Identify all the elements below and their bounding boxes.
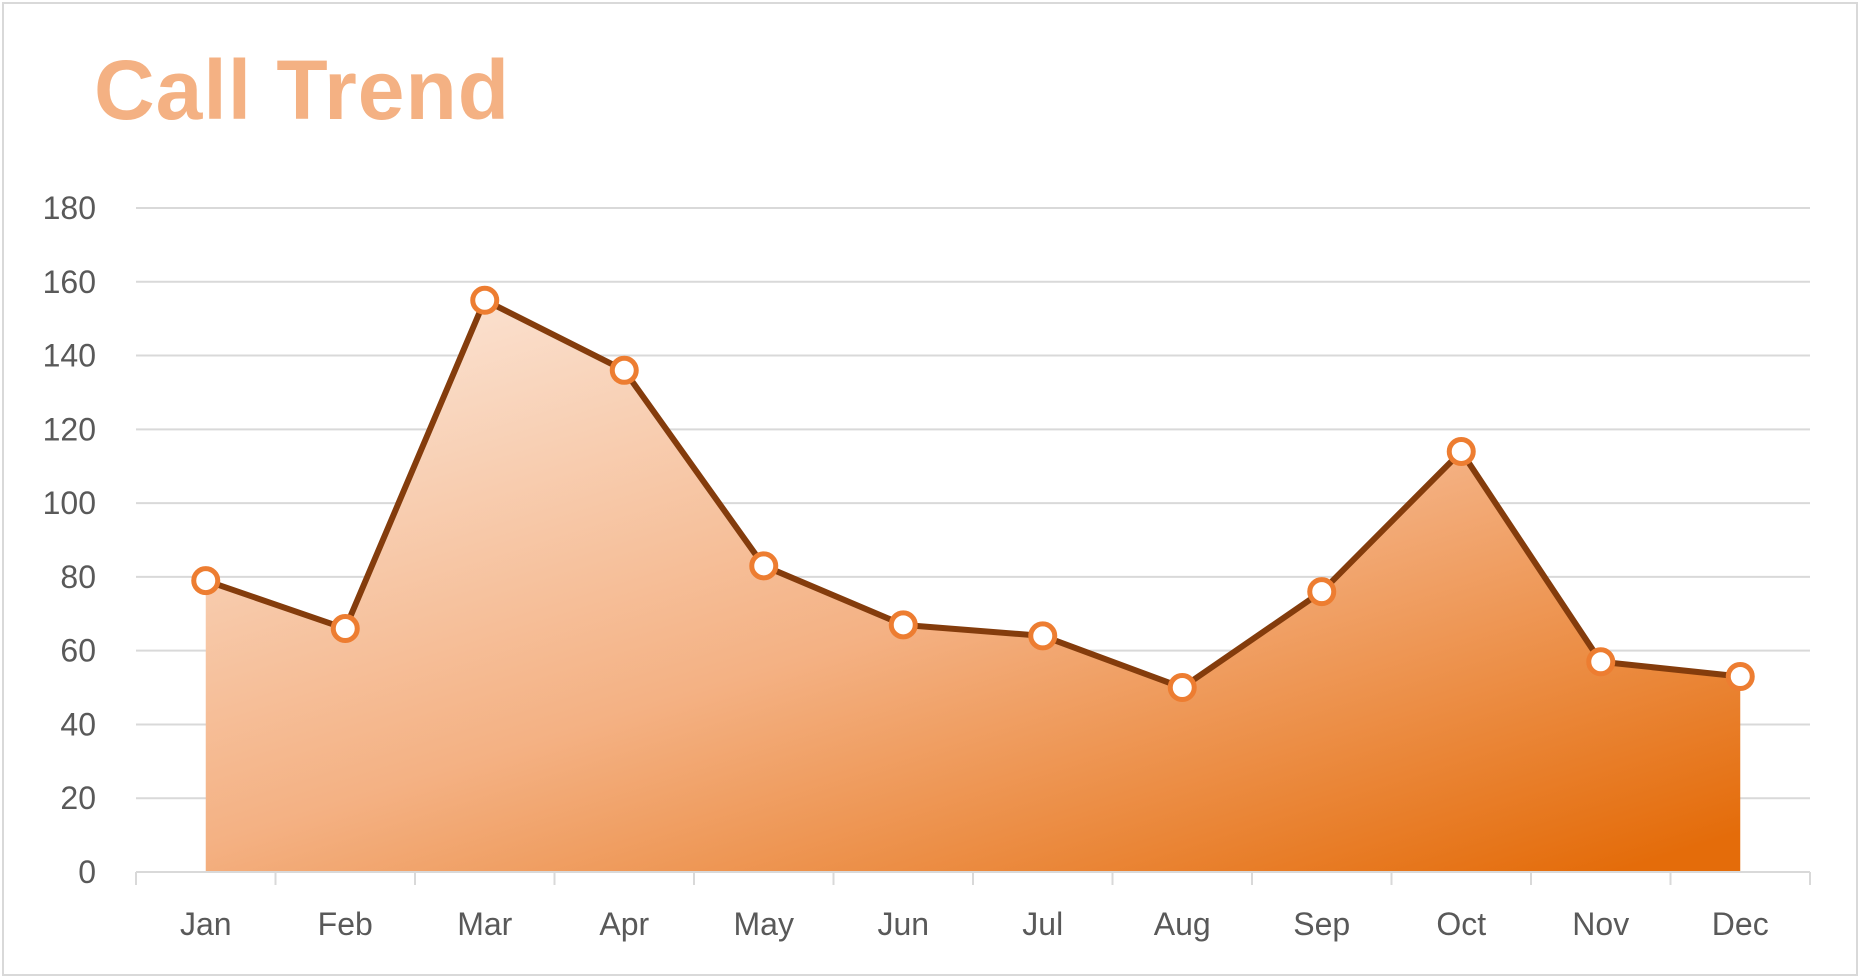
data-point-may (749, 551, 779, 581)
y-tick-label: 180 (43, 190, 96, 226)
x-tick-label: Jun (877, 906, 929, 942)
series-area (205, 300, 1741, 872)
y-tick-label: 120 (43, 411, 96, 447)
series-line-group (202, 297, 1744, 691)
x-axis-labels: Jan Feb Mar Apr May Jun Jul Aug Sep Oct Nov Dec (180, 906, 1769, 942)
y-tick-label: 140 (43, 338, 96, 374)
data-point-apr (609, 355, 639, 385)
y-axis-labels: 0 20 40 60 80 100 120 140 160 180 (43, 190, 96, 890)
x-tick-label: Oct (1436, 906, 1486, 942)
data-point-jul (1028, 621, 1058, 651)
y-tick-label: 80 (60, 559, 96, 595)
x-tick-label: Jul (1022, 906, 1063, 942)
x-tick-label: Aug (1154, 906, 1211, 942)
data-point-oct (1446, 436, 1476, 466)
series-line (202, 297, 1744, 691)
y-tick-label: 60 (60, 633, 96, 669)
y-tick-label: 40 (60, 706, 96, 742)
data-point-nov (1586, 647, 1616, 677)
x-tick-label: Sep (1293, 906, 1350, 942)
x-tick-label: Apr (599, 906, 649, 942)
chart-title: Call Trend (94, 43, 511, 137)
x-tick-label: Dec (1712, 906, 1769, 942)
data-point-sep (1307, 577, 1337, 607)
y-tick-label: 100 (43, 485, 96, 521)
series-markers (191, 285, 1755, 703)
data-point-jun (888, 610, 918, 640)
x-tick-label: May (734, 906, 794, 942)
x-tick-label: Feb (318, 906, 373, 942)
data-point-aug (1167, 673, 1197, 703)
data-point-dec (1725, 661, 1755, 691)
x-tick-label: Mar (457, 906, 512, 942)
x-tick-label: Nov (1572, 906, 1629, 942)
y-tick-label: 160 (43, 264, 96, 300)
y-tick-label: 20 (60, 780, 96, 816)
series-area-fill (205, 300, 1741, 872)
x-tick-label: Jan (180, 906, 232, 942)
x-axis (135, 871, 1811, 885)
data-point-jan (191, 566, 221, 596)
y-tick-label: 0 (78, 854, 96, 890)
data-point-feb (330, 614, 360, 644)
data-point-mar (470, 285, 500, 315)
